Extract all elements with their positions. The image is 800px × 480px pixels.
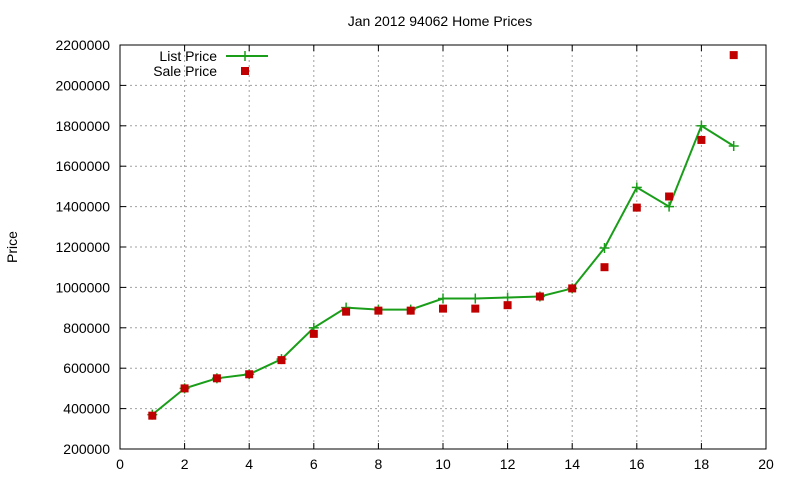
chart-title: Jan 2012 94062 Home Prices	[348, 13, 532, 29]
y-tick-label: 1600000	[55, 158, 110, 174]
list-price-point	[599, 243, 610, 254]
x-tick-label: 16	[629, 456, 645, 472]
sale-price-point	[406, 306, 415, 315]
list-price-point	[438, 293, 448, 304]
x-tick-label: 8	[375, 456, 383, 472]
list-price-point	[470, 293, 481, 304]
x-tick-label: 14	[564, 456, 580, 472]
sale-price-point	[374, 306, 383, 315]
x-tick-label: 18	[694, 456, 710, 472]
y-tick-label: 2200000	[55, 37, 110, 53]
sale-price-point	[245, 370, 254, 379]
legend-marker-sale-price	[241, 67, 249, 75]
x-tick-label: 6	[310, 456, 318, 472]
list-price-point	[631, 182, 642, 193]
x-tick-label: 10	[435, 456, 451, 472]
tick-layer: 0 2 4 6 8 10 12 14 16 18 20 200000 400000 600000 80000…	[55, 37, 774, 472]
sale-price-point	[148, 411, 157, 420]
list-price-point	[502, 292, 513, 303]
sale-price-point	[180, 384, 189, 393]
sale-price-point	[342, 307, 351, 316]
y-tick-label: 800000	[63, 320, 110, 336]
sale-price-point	[697, 135, 706, 144]
sale-price-point	[600, 263, 609, 272]
x-tick-label: 20	[758, 456, 774, 472]
y-axis-label: Price	[4, 231, 20, 263]
x-tick-label: 2	[181, 456, 189, 472]
legend-marker-list-price	[240, 51, 250, 61]
sale-price-point	[729, 51, 738, 60]
sale-price-point	[277, 356, 286, 365]
x-tick-label: 0	[116, 456, 124, 472]
sale-price-point	[665, 192, 674, 201]
sale-price-point	[212, 374, 221, 383]
sale-price-point	[568, 284, 577, 293]
y-tick-label: 2000000	[55, 77, 110, 93]
x-tick-label: 4	[245, 456, 253, 472]
y-tick-label: 200000	[63, 441, 110, 457]
sale-price-point	[632, 203, 641, 212]
y-tick-label: 600000	[63, 360, 110, 376]
series-layer	[147, 51, 739, 420]
sale-price-point	[471, 304, 480, 313]
y-tick-label: 1200000	[55, 239, 110, 255]
list-price-point	[664, 201, 675, 212]
x-tick-label: 12	[500, 456, 516, 472]
y-tick-label: 1400000	[55, 199, 110, 215]
y-tick-label: 1000000	[55, 279, 110, 295]
sale-price-point	[439, 304, 447, 313]
y-tick-label: 400000	[63, 401, 110, 417]
legend-label-list-price: List Price	[159, 48, 217, 64]
sale-price-point	[535, 292, 544, 301]
legend: List Price Sale Price	[153, 48, 268, 79]
sale-price-point	[503, 301, 512, 310]
list-price-point	[696, 120, 707, 131]
grid-layer	[120, 45, 766, 449]
list-price-point	[728, 141, 739, 151]
legend-label-sale-price: Sale Price	[153, 63, 217, 79]
y-tick-label: 1800000	[55, 118, 110, 134]
sale-price-point	[309, 329, 318, 338]
